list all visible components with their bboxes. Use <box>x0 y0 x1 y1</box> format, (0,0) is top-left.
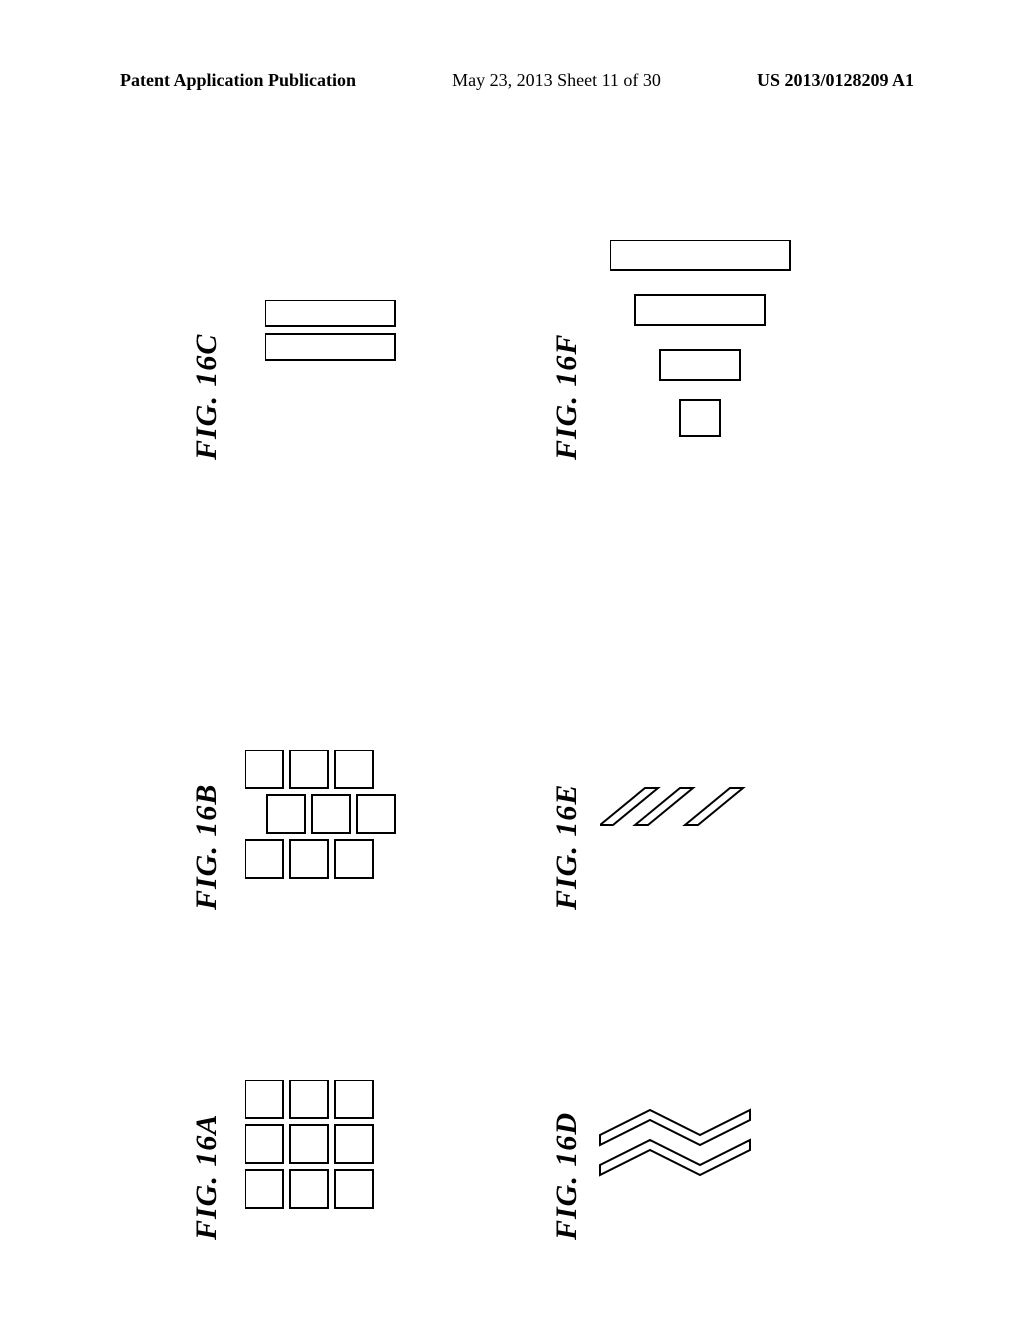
figure-16c-diagram <box>265 300 405 370</box>
figure-16d-label: FIG. 16D <box>550 1112 584 1240</box>
figure-content: FIG. 16A FIG. 16B FIG. 1 <box>90 140 940 1240</box>
figure-16e-label: FIG. 16E <box>550 784 584 910</box>
page-header: Patent Application Publication May 23, 2… <box>0 70 1024 91</box>
figure-16b-label: FIG. 16B <box>190 784 224 910</box>
figure-16a-diagram <box>245 1080 385 1220</box>
figure-16f-label: FIG. 16F <box>550 334 584 460</box>
header-publication-type: Patent Application Publication <box>120 70 356 91</box>
header-patent-number: US 2013/0128209 A1 <box>757 70 914 91</box>
figure-16d-diagram <box>590 1100 765 1190</box>
figure-16e-diagram <box>600 780 750 835</box>
header-date-sheet: May 23, 2013 Sheet 11 of 30 <box>452 70 661 91</box>
figure-16f-diagram <box>610 240 800 450</box>
figure-16a-label: FIG. 16A <box>190 1114 224 1240</box>
figure-16c-label: FIG. 16C <box>190 334 224 460</box>
figure-16b-diagram <box>245 750 410 890</box>
